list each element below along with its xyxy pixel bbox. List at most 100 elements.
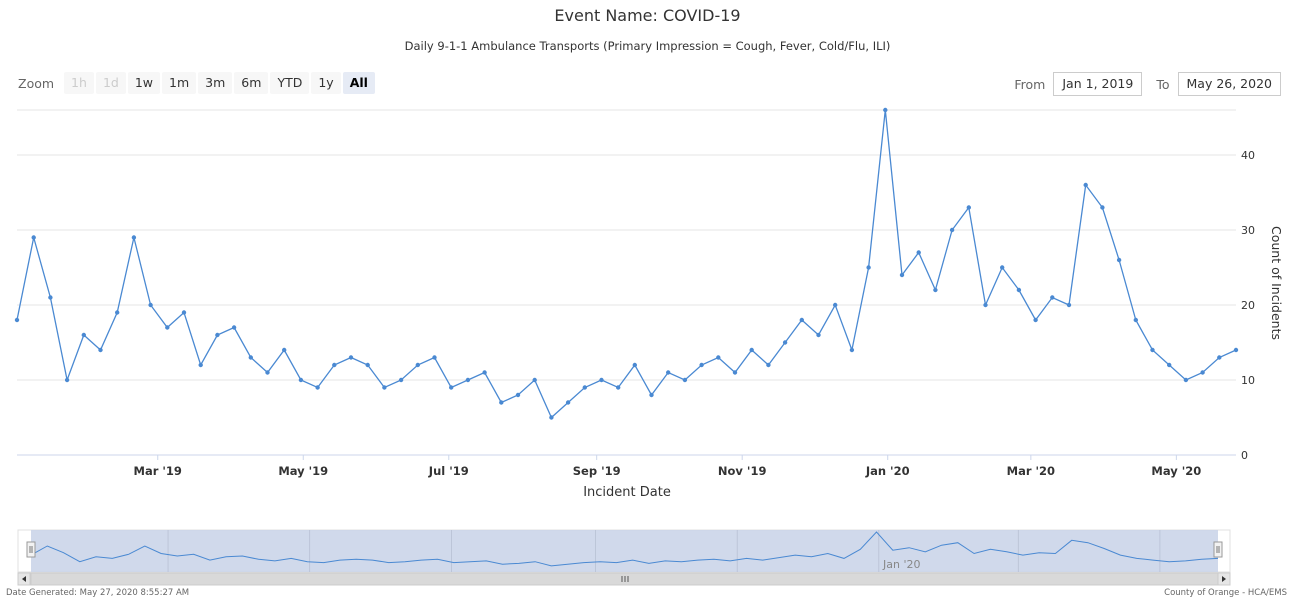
zoom-button-1w[interactable]: 1w: [127, 72, 161, 94]
data-point: [916, 250, 921, 255]
data-point: [482, 370, 487, 375]
data-point: [265, 370, 270, 375]
from-date-input[interactable]: Jan 1, 2019: [1053, 72, 1143, 96]
data-point: [799, 317, 804, 323]
data-point: [98, 347, 103, 353]
zoom-button-ytd[interactable]: YTD: [270, 72, 310, 94]
to-label: To: [1156, 76, 1170, 92]
data-point: [315, 385, 320, 390]
data-point: [782, 340, 788, 345]
data-point: [1233, 347, 1239, 353]
data-point: [165, 325, 170, 330]
x-tick-label: Mar '19: [134, 464, 182, 478]
data-point: [749, 347, 754, 353]
x-tick-label: May '20: [1151, 464, 1201, 478]
data-point: [1167, 362, 1172, 368]
zoom-button-1d[interactable]: 1d: [95, 72, 126, 94]
data-point: [499, 400, 504, 405]
zoom-button-all[interactable]: All: [342, 72, 375, 94]
source-credit: County of Orange - HCA/EMS: [1164, 588, 1287, 598]
data-point: [131, 235, 137, 240]
data-point: [1100, 205, 1105, 210]
zoom-button-1m[interactable]: 1m: [162, 72, 197, 94]
data-point: [1033, 317, 1038, 323]
data-point: [1217, 355, 1222, 360]
data-point: [933, 287, 938, 293]
navigator[interactable]: Jan '20: [17, 529, 1231, 586]
x-tick-label: Jul '19: [428, 464, 469, 478]
data-point: [616, 385, 621, 390]
scroll-left-arrow-icon[interactable]: [17, 572, 31, 586]
data-point: [1183, 377, 1189, 383]
y-tick-label: 20: [1241, 299, 1255, 312]
data-point: [332, 362, 337, 368]
zoom-button-3m[interactable]: 3m: [198, 72, 233, 94]
navigator-left-handle[interactable]: [26, 541, 36, 558]
data-point: [565, 400, 571, 405]
chart-subtitle: Daily 9-1-1 Ambulance Transports (Primar…: [404, 39, 891, 53]
data-point: [248, 355, 253, 360]
y-axis-ticks: 0 10 20 30 40: [1241, 149, 1255, 462]
data-point: [1133, 317, 1139, 323]
data-point: [398, 377, 404, 383]
data-point: [14, 317, 20, 323]
scrollbar-grip-icon: [621, 576, 629, 582]
data-point: [31, 235, 36, 240]
data-point: [699, 362, 704, 368]
data-point: [716, 355, 721, 360]
y-axis-label: Count of Incidents: [1269, 226, 1284, 340]
data-point: [432, 355, 437, 360]
data-point: [666, 370, 671, 375]
to-date-input[interactable]: May 26, 2020: [1177, 72, 1281, 96]
navigator-series: [30, 531, 1219, 567]
x-tick-label: Mar '20: [1007, 464, 1055, 478]
series-line: [16, 109, 1237, 419]
data-point: [732, 370, 738, 375]
x-axis-label: Incident Date: [583, 485, 671, 500]
zoom-button-1y[interactable]: 1y: [311, 72, 341, 94]
data-point: [649, 392, 654, 398]
data-point: [231, 325, 237, 330]
data-point: [833, 302, 838, 308]
data-point: [181, 310, 187, 315]
grid-lines: [17, 109, 1236, 456]
y-tick-label: 40: [1241, 149, 1255, 162]
series-layer: [14, 107, 1239, 420]
data-point: [1066, 302, 1072, 308]
data-point: [81, 332, 87, 338]
navigator-selection[interactable]: [31, 530, 1218, 572]
data-point: [766, 362, 771, 368]
y-tick-label: 10: [1241, 374, 1255, 387]
data-point: [532, 377, 537, 383]
data-point: [949, 227, 955, 233]
data-point: [449, 385, 454, 390]
chart-title: Event Name: COVID-19: [554, 6, 741, 25]
navigator-right-handle[interactable]: [1213, 541, 1223, 558]
x-axis-ticks: Mar '19 May '19 Jul '19 Sep '19 Nov '19 Jan '…: [17, 454, 1236, 478]
data-point: [582, 385, 587, 390]
data-point: [348, 355, 354, 360]
data-point: [866, 265, 871, 270]
data-point: [48, 295, 53, 300]
scroll-right-arrow-icon[interactable]: [1217, 572, 1231, 586]
data-point: [415, 362, 420, 368]
x-tick-label: May '19: [278, 464, 328, 478]
data-point: [1116, 257, 1122, 263]
data-point: [1000, 265, 1005, 270]
data-point: [365, 362, 370, 368]
date-generated: Date Generated: May 27, 2020 8:55:27 AM: [6, 588, 190, 598]
data-point: [899, 272, 905, 278]
zoom-button-1h[interactable]: 1h: [64, 72, 94, 94]
data-point: [382, 385, 387, 390]
x-tick-label: Jan '20: [865, 464, 910, 478]
zoom-button-6m[interactable]: 6m: [234, 72, 269, 94]
data-point: [1016, 287, 1022, 293]
data-point: [966, 205, 971, 210]
data-point: [148, 302, 153, 308]
data-point: [465, 377, 471, 383]
data-point: [599, 377, 604, 383]
data-point: [1200, 370, 1205, 375]
data-point: [849, 347, 855, 353]
data-point: [1083, 182, 1088, 188]
